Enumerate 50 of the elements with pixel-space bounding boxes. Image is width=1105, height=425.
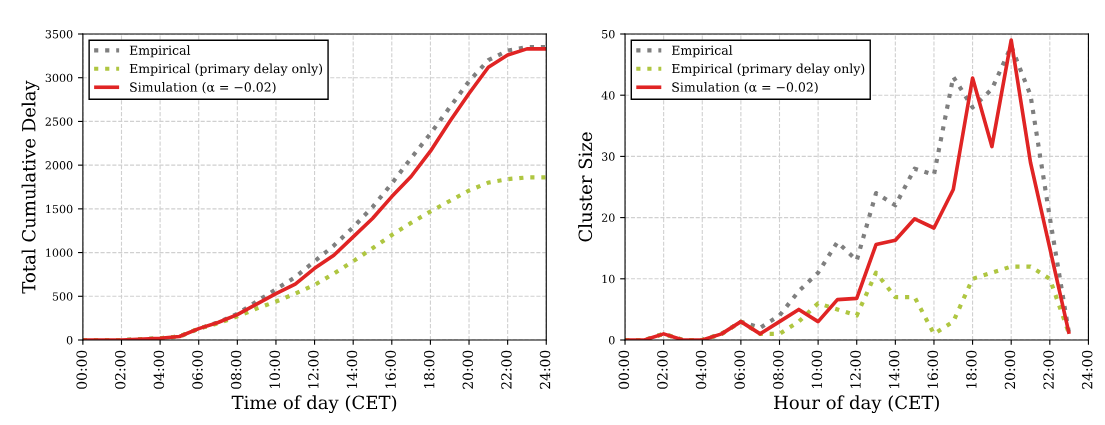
y-tick-label: 0 — [66, 335, 73, 345]
y-axis-title: Total Cumulative Delay — [21, 80, 40, 294]
y-tick-label: 1000 — [46, 248, 73, 257]
y-tick-label: 3000 — [45, 73, 73, 83]
y-axis-title: Cluster Size — [578, 132, 593, 242]
x-tick-label: 10:00 — [811, 350, 823, 389]
x-tick-label: 22:00 — [1043, 350, 1054, 389]
x-tick-label: 12:00 — [850, 350, 861, 389]
x-tick-label: 22:00 — [501, 350, 512, 389]
y-tick-label: 50 — [602, 29, 615, 39]
x-tick-label: 08:00 — [230, 350, 242, 389]
x-tick-label: 14:00 — [888, 350, 900, 389]
x-tick-label: 24:00 — [539, 350, 551, 389]
y-tick-label: 2500 — [45, 117, 73, 126]
x-tick-label: 04:00 — [695, 350, 707, 389]
x-axis-title: Hour of day (CET) — [774, 395, 939, 414]
x-tick-label: 18:00 — [423, 350, 435, 389]
x-tick-label: 20:00 — [1004, 350, 1016, 389]
x-tick-label: 14:00 — [346, 350, 358, 389]
x-tick-label: 02:00 — [115, 350, 126, 389]
legend-label: Empirical — [129, 45, 191, 58]
x-tick-label: 06:00 — [192, 350, 203, 389]
x-tick-label: 16:00 — [385, 350, 396, 389]
x-tick-label: 08:00 — [773, 350, 784, 389]
x-tick-label: 00:00 — [618, 350, 630, 389]
x-tick-label: 04:00 — [153, 350, 165, 389]
y-tick-label: 3500 — [45, 29, 73, 39]
legend-label: Simulation (α = −0.02) — [130, 82, 276, 94]
y-tick-label: 2000 — [45, 161, 73, 170]
x-tick-label: 12:00 — [308, 350, 319, 389]
x-tick-label: 20:00 — [462, 350, 474, 389]
y-tick-label: 40 — [601, 91, 615, 100]
legend-label: Empirical — [671, 45, 733, 58]
x-axis-title: Time of day (CET) — [231, 395, 397, 414]
x-tick-label: 02:00 — [657, 350, 668, 389]
y-tick-label: 1500 — [46, 204, 73, 214]
y-tick-label: 20 — [601, 213, 615, 222]
x-tick-label: 24:00 — [1081, 350, 1093, 389]
x-tick-label: 00:00 — [76, 350, 87, 389]
y-tick-label: 500 — [52, 292, 73, 301]
y-tick-label: 10 — [602, 274, 615, 284]
legend-label: Empirical (primary delay only) — [671, 63, 865, 76]
x-tick-label: 16:00 — [927, 350, 938, 389]
x-tick-label: 10:00 — [269, 350, 280, 389]
x-tick-label: 18:00 — [966, 350, 977, 389]
y-tick-label: 0 — [608, 335, 615, 345]
x-tick-label: 06:00 — [734, 350, 745, 389]
legend-label: Empirical (primary delay only) — [129, 63, 323, 76]
legend-label: Simulation (α = −0.02) — [672, 82, 818, 94]
y-tick-label: 30 — [602, 152, 615, 161]
